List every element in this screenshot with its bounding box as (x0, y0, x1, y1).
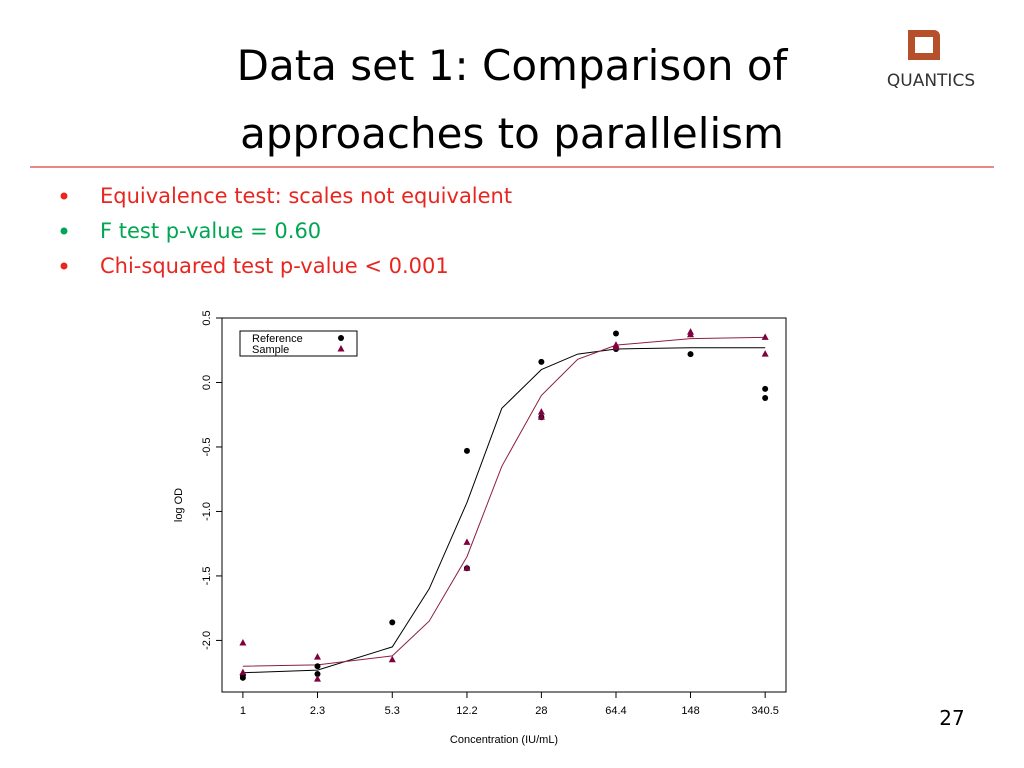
title-line: Data set 1: Comparison of (237, 41, 789, 90)
legend-box (239, 330, 358, 357)
fit-curve (242, 347, 766, 674)
point (239, 668, 247, 676)
point (463, 564, 471, 571)
title-line: approaches to parallelism (240, 109, 784, 158)
point (463, 538, 471, 545)
x-tick-label: 28 (535, 705, 547, 717)
point (314, 670, 321, 677)
point (761, 333, 769, 340)
point (762, 385, 769, 392)
x-tick-label: 340.5 (751, 705, 779, 717)
point (313, 653, 321, 660)
logo-text: QUANTICS (887, 71, 975, 91)
x-tick-label: 12.2 (456, 705, 477, 717)
x-tick-label: 1 (240, 705, 246, 717)
point (463, 447, 470, 454)
x-axis-label: Concentration (IU/mL) (450, 734, 558, 746)
point (687, 330, 695, 338)
point (538, 358, 545, 365)
y-tick-label: 0.5 (201, 310, 213, 325)
bullet-text: F test p-value = 0.60 (100, 219, 321, 243)
point (762, 394, 769, 401)
bullet-dot (60, 262, 68, 270)
y-tick-label: -1.5 (201, 566, 213, 585)
legend-marker (337, 345, 345, 352)
y-tick-label: -0.5 (201, 437, 213, 456)
point (239, 674, 246, 681)
page-number: 27 (939, 706, 964, 730)
legend-label: Reference (252, 333, 303, 345)
point (612, 330, 619, 337)
legend-marker (338, 335, 344, 341)
point (687, 351, 694, 358)
point (388, 655, 396, 663)
x-tick-label: 148 (681, 705, 699, 717)
point (612, 343, 620, 351)
legend-label: Sample (252, 344, 289, 356)
bullet-dot (60, 227, 68, 235)
point (239, 638, 247, 646)
bullet-text: Chi-squared test p-value < 0.001 (100, 254, 449, 278)
point (537, 413, 545, 420)
point (537, 408, 545, 415)
x-tick-label: 2.3 (310, 705, 325, 717)
bullet-dot (60, 192, 68, 200)
y-tick-label: -2.0 (201, 631, 213, 650)
fit-curve (242, 336, 766, 667)
plot-frame (221, 317, 787, 693)
point (314, 663, 321, 670)
point (761, 350, 769, 357)
y-tick-label: 0.0 (201, 375, 213, 390)
bullet-text: Equivalence test: scales not equivalent (100, 184, 512, 208)
y-axis-label: log OD (173, 488, 185, 522)
x-tick-label: 5.3 (385, 705, 400, 717)
y-tick-label: -1.0 (201, 502, 213, 521)
logo-mark (908, 30, 940, 60)
x-tick-label: 64.4 (605, 705, 626, 717)
point (313, 675, 321, 682)
point (389, 619, 396, 626)
